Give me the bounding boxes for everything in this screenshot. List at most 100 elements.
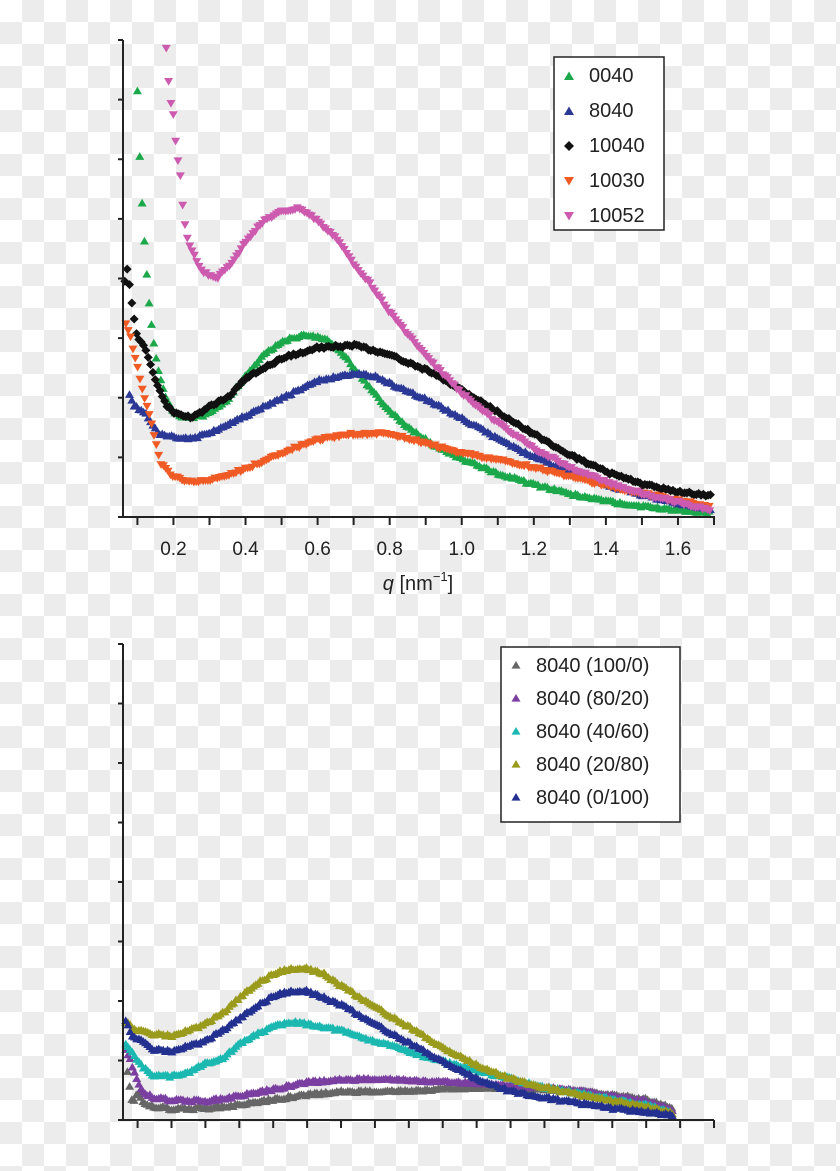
data-point <box>128 345 138 354</box>
legend-label: 10052 <box>589 205 645 227</box>
data-point <box>129 1096 139 1104</box>
data-point <box>132 1074 142 1082</box>
data-point <box>122 264 132 274</box>
data-point <box>173 157 183 166</box>
data-point <box>135 375 145 384</box>
legend-marker-icon <box>564 106 574 115</box>
series-10052 <box>161 44 715 516</box>
data-point <box>147 420 157 429</box>
data-point <box>178 201 188 210</box>
data-point <box>154 451 164 460</box>
data-point <box>133 363 143 372</box>
data-point <box>142 402 152 411</box>
data-point <box>189 251 199 260</box>
data-point <box>151 441 161 449</box>
legend-label: 8040 (40/60) <box>536 721 649 743</box>
top-x-tick-labels: 0.2 0.4 0.6 0.8 1.0 1.2 1.4 1.6 <box>160 539 691 560</box>
legend-label: 8040 (20/80) <box>536 754 649 776</box>
data-point <box>139 236 149 245</box>
x-axis-label: q [nm−1] <box>383 569 453 595</box>
data-point <box>127 395 137 404</box>
data-point <box>335 239 345 247</box>
data-point <box>182 234 192 243</box>
x-axis-label-unit: [nm <box>399 573 432 595</box>
data-point <box>484 411 494 420</box>
data-point <box>705 490 715 500</box>
data-point <box>435 367 445 375</box>
data-point <box>171 137 181 146</box>
x-tick-label: 1.2 <box>521 539 547 560</box>
top-y-ticks <box>118 39 123 518</box>
x-tick-label: 0.6 <box>304 539 330 560</box>
data-point <box>168 111 178 119</box>
data-point <box>161 44 171 53</box>
data-point <box>449 381 459 390</box>
bottom-x-ticks <box>136 1120 715 1128</box>
data-point <box>667 1111 677 1120</box>
legend-label: 8040 <box>589 100 634 122</box>
data-point <box>398 324 408 332</box>
legend-label: 10030 <box>589 170 645 192</box>
data-point <box>187 247 197 256</box>
data-point <box>377 296 387 305</box>
data-point <box>144 298 154 307</box>
legend-label: 8040 (80/20) <box>536 688 649 710</box>
data-point <box>137 385 147 394</box>
top-legend: 0040 8040 10040 10030 10052 <box>553 56 665 231</box>
x-axis-label-var: q <box>383 573 394 595</box>
data-point <box>149 432 159 440</box>
series-8040-0-100- <box>121 985 677 1120</box>
data-point <box>146 320 156 328</box>
data-point <box>192 258 202 266</box>
data-point <box>381 304 391 313</box>
data-point <box>144 411 154 419</box>
legend-marker-icon <box>511 759 521 768</box>
data-point <box>151 353 161 362</box>
series-8040-80-20- <box>121 1045 677 1115</box>
legend-marker-icon <box>564 71 574 80</box>
data-point <box>125 1054 135 1062</box>
data-point <box>142 269 152 278</box>
data-point <box>148 367 158 377</box>
legend-marker-icon <box>511 726 521 735</box>
legend-marker-icon <box>511 693 521 702</box>
bottom-chart: 8040 (100/0) 8040 (80/20) 8040 (40/60) 8… <box>118 643 715 1128</box>
data-point <box>127 298 137 308</box>
legend-marker-icon <box>511 660 521 669</box>
x-tick-label: 0.2 <box>160 539 186 560</box>
data-point <box>166 99 176 108</box>
bottom-y-ticks <box>118 643 123 1121</box>
x-tick-label: 1.0 <box>449 539 475 560</box>
bottom-legend: 8040 (100/0) 8040 (80/20) 8040 (40/60) 8… <box>500 646 681 823</box>
data-point <box>123 1020 133 1029</box>
legend-label: 10040 <box>589 135 645 157</box>
data-point <box>370 287 380 296</box>
data-point <box>149 338 159 347</box>
series-8040-20-80- <box>121 963 677 1118</box>
legend-marker-icon <box>511 792 521 801</box>
legend-marker-icon <box>564 177 574 186</box>
data-point <box>346 256 356 265</box>
data-point <box>175 172 185 180</box>
data-point <box>137 198 147 207</box>
top-x-ticks <box>136 517 715 525</box>
x-tick-label: 0.4 <box>232 539 259 560</box>
legend-label: 8040 (100/0) <box>536 655 649 677</box>
data-point <box>365 279 375 288</box>
data-point <box>705 507 715 516</box>
data-point <box>130 354 140 363</box>
series-10040 <box>120 264 715 501</box>
data-point <box>141 345 151 355</box>
data-point <box>140 395 150 403</box>
bottom-data-marks <box>121 963 677 1120</box>
data-point <box>132 86 142 95</box>
data-point <box>185 242 195 251</box>
data-point <box>123 327 133 335</box>
data-point <box>428 359 438 368</box>
top-data-marks <box>120 44 715 516</box>
legend-marker-icon <box>564 141 574 151</box>
legend-box <box>553 56 665 231</box>
data-point <box>129 314 139 324</box>
data-point <box>180 221 190 229</box>
